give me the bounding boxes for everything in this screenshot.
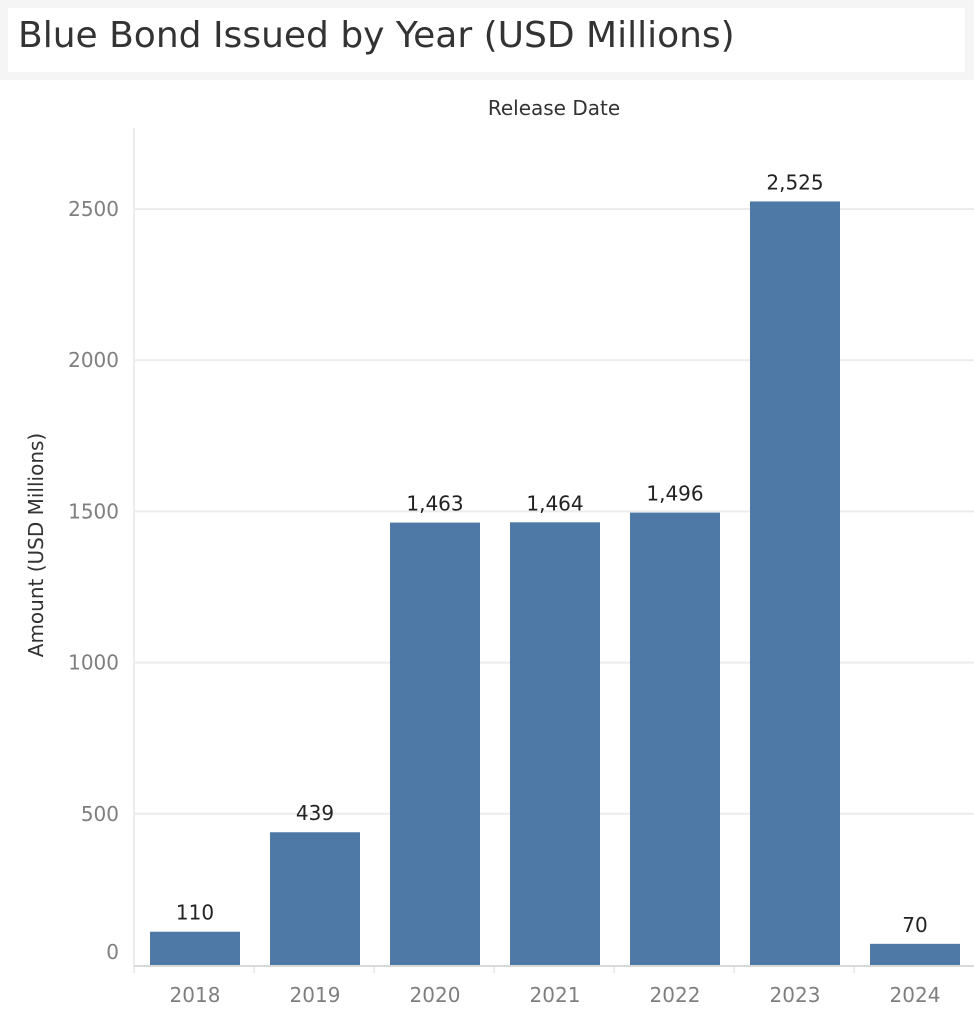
x-tick-label-2018: 2018 xyxy=(170,983,221,1007)
title-box: Blue Bond Issued by Year (USD Millions) xyxy=(8,8,965,72)
bar-2024 xyxy=(870,943,960,965)
bars xyxy=(150,201,960,965)
x-tick-label-2020: 2020 xyxy=(410,983,461,1007)
y-tick-label: 500 xyxy=(81,802,119,826)
data-label-2019: 439 xyxy=(296,801,334,825)
column-header: Release Date xyxy=(488,96,620,120)
x-tick-label-2023: 2023 xyxy=(770,983,821,1007)
bar-2023 xyxy=(750,201,840,965)
data-label-2023: 2,525 xyxy=(766,170,823,194)
x-tick-label-2022: 2022 xyxy=(650,983,701,1007)
y-tick-label: 0 xyxy=(106,940,119,964)
bar-2019 xyxy=(270,832,360,965)
y-tick-label: 2000 xyxy=(68,348,119,372)
x-tick-label-2019: 2019 xyxy=(290,983,341,1007)
bar-2021 xyxy=(510,522,600,965)
x-tick-label-2024: 2024 xyxy=(890,983,941,1007)
y-tick-label: 2500 xyxy=(68,197,119,221)
x-tick-label-2021: 2021 xyxy=(530,983,581,1007)
bar-2022 xyxy=(630,512,720,965)
y-tick-label: 1500 xyxy=(68,499,119,523)
title-bar: Blue Bond Issued by Year (USD Millions) xyxy=(0,0,974,80)
bar-2018 xyxy=(150,931,240,965)
data-label-2022: 1,496 xyxy=(646,482,703,506)
data-label-2018: 110 xyxy=(176,901,214,925)
bar-2020 xyxy=(390,522,480,965)
chart-title: Blue Bond Issued by Year (USD Millions) xyxy=(18,15,735,56)
bar-chart: Release Date 0 500 1000 1500 2000 2500 110 439… xyxy=(24,96,974,1007)
data-label-2024: 70 xyxy=(902,913,927,937)
x-axis-ticks: 2018 2019 2020 2021 2022 2023 2024 xyxy=(133,967,941,1007)
y-axis-ticks: 0 500 1000 1500 2000 2500 xyxy=(68,197,119,964)
data-label-2021: 1,464 xyxy=(526,491,583,515)
y-axis-title: Amount (USD Millions) xyxy=(24,433,48,657)
data-labels: 110 439 1,463 1,464 1,496 2,525 70 xyxy=(176,170,928,936)
data-label-2020: 1,463 xyxy=(406,492,463,516)
y-tick-label: 1000 xyxy=(68,651,119,675)
